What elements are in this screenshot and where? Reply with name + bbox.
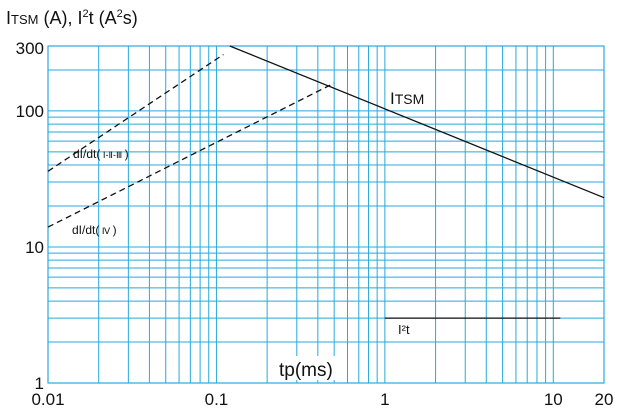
series-label-text: dI/dt( <box>72 223 99 237</box>
series-label-end: ) <box>125 147 129 161</box>
series-label-text: I <box>390 89 395 108</box>
y-axis-title-sup: 2 <box>117 8 123 20</box>
y-axis-title: ITSM (A), I2t (A2s) <box>6 8 138 28</box>
y-tick-label: 10 <box>25 238 44 257</box>
x-tick-label: 10 <box>544 390 563 409</box>
y-tick-label: 1 <box>35 374 44 393</box>
series-label-end: ) <box>113 223 117 237</box>
y-axis-title-part: t (A <box>89 8 117 28</box>
series-line <box>47 82 335 228</box>
series-line <box>47 53 224 172</box>
y-axis-title-sub: TSM <box>11 12 38 27</box>
plot-frame <box>47 45 605 384</box>
y-axis-title-part: I <box>6 8 11 28</box>
series-group <box>47 45 605 319</box>
y-axis-title-part: (A), I <box>38 8 82 28</box>
series-label: ITSM <box>390 89 424 108</box>
y-axis-title-part: s) <box>123 8 138 28</box>
x-tick-label: 0.1 <box>205 390 229 409</box>
y-axis-title-sup: 2 <box>82 8 88 20</box>
series-label: I²t <box>398 322 410 337</box>
x-tick-label: 0.01 <box>31 390 64 409</box>
x-axis-title: tp(ms) <box>279 360 333 381</box>
series-label-text: I²t <box>398 322 410 337</box>
series-label-sub: Ⅰ-Ⅱ-Ⅲ <box>100 150 124 160</box>
x-axis-title-bg <box>274 356 346 380</box>
series-label-text: dI/dt( <box>73 147 100 161</box>
x-tick-label: 20 <box>595 390 614 409</box>
series-label-sub: Ⅳ <box>99 226 112 236</box>
series-line <box>229 45 605 199</box>
x-tick-label: 1 <box>380 390 389 409</box>
grid <box>47 45 605 384</box>
y-tick-label: 100 <box>16 102 44 121</box>
tick-labels: 0.01 0.1 1 10 20 1 10 100 300 <box>16 39 614 409</box>
series-label: dI/dt( Ⅳ ) <box>72 223 117 237</box>
series-label: dI/dt( Ⅰ-Ⅱ-Ⅲ ) <box>73 147 129 161</box>
y-tick-label: 300 <box>16 39 44 58</box>
series-label-sub: TSM <box>395 91 425 107</box>
